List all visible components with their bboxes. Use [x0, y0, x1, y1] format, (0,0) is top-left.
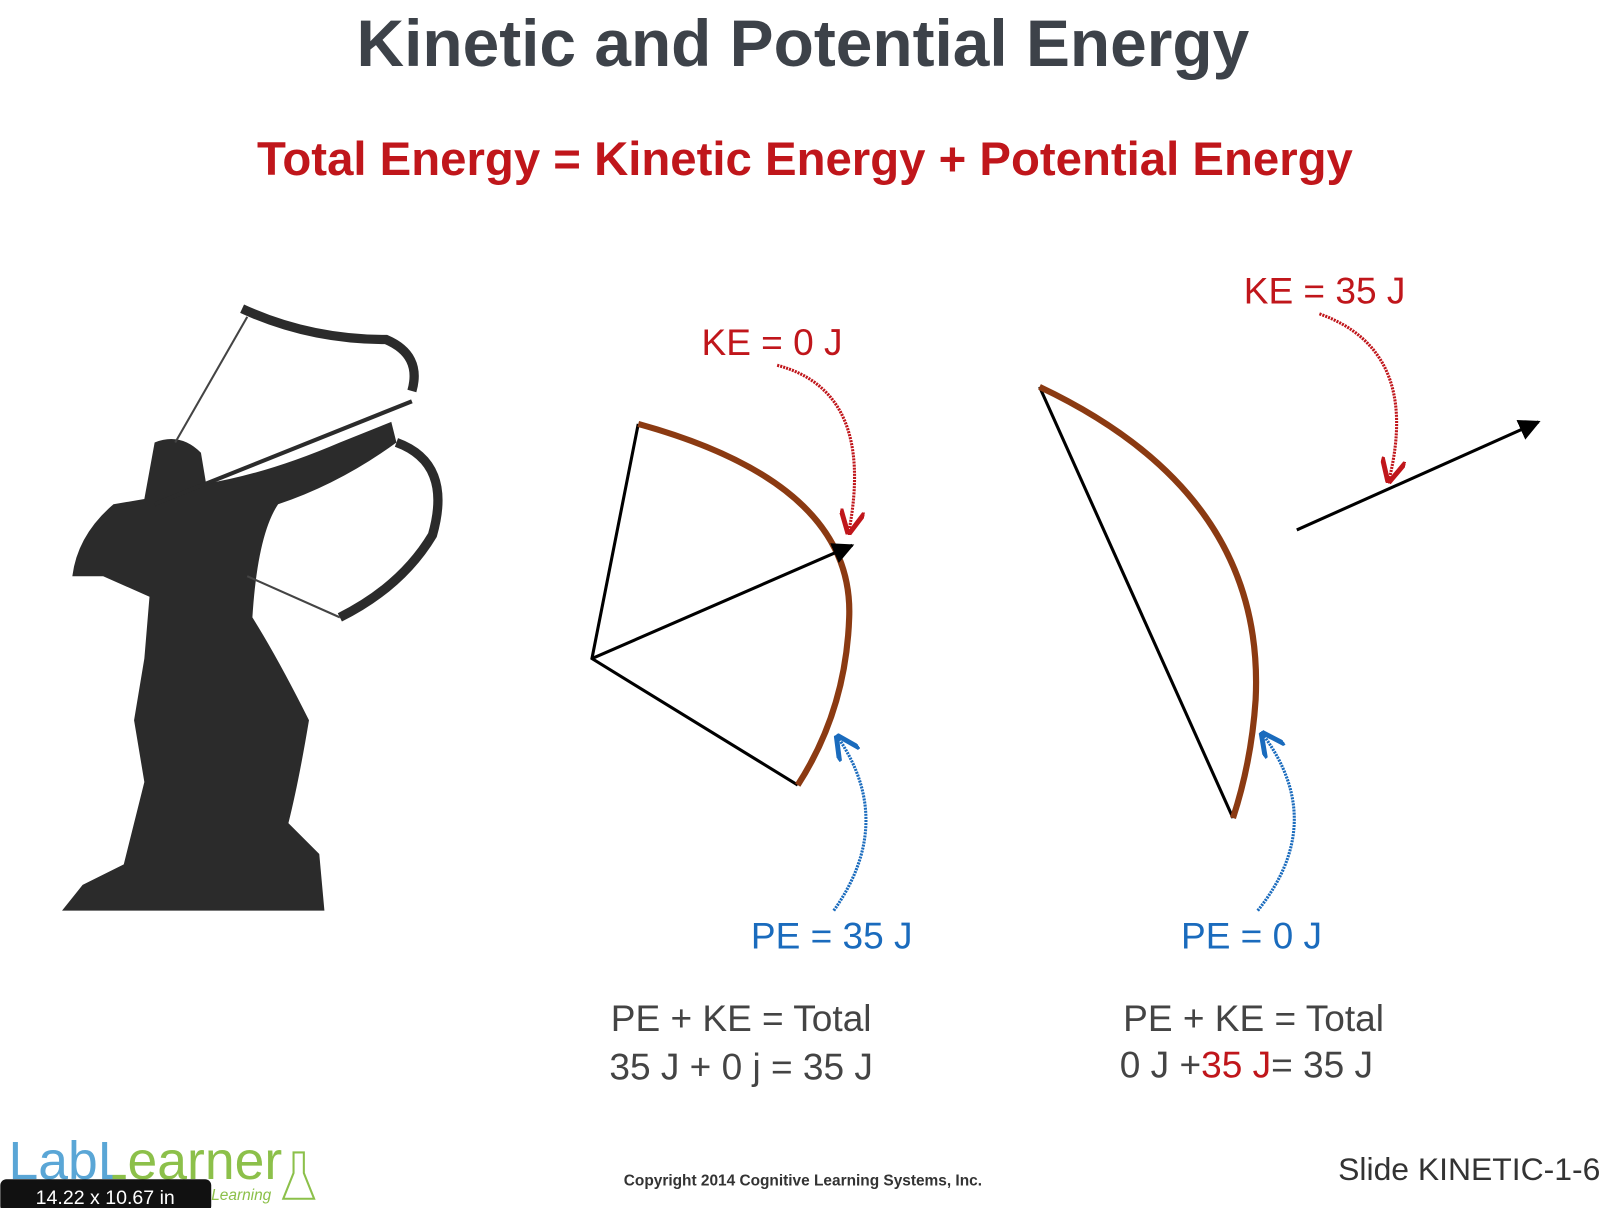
ke-label: KE = 35 J — [1244, 270, 1406, 312]
labels: KE = 0 J PE = 35 J PE + KE = Total 35 J … — [609, 270, 1405, 1088]
pe-label: PE = 35 J — [751, 915, 913, 957]
ke-label: KE = 0 J — [702, 321, 843, 363]
slide-id: Slide KINETIC-1-6 — [1338, 1151, 1600, 1187]
logo-tagline: Learning — [211, 1187, 271, 1204]
size-badge — [0, 1179, 212, 1208]
left-bow — [590, 363, 868, 912]
subtitle: Total Energy = Kinetic Energy + Potentia… — [257, 133, 1354, 186]
right-bow — [1038, 312, 1541, 912]
equation-part: = 35 J — [1271, 1043, 1373, 1085]
footer: LabLearner Learning Copyright 2014 Cogni… — [0, 1132, 1600, 1208]
equation-part: 0 J + — [1120, 1043, 1201, 1085]
archer — [62, 304, 443, 911]
copyright: Copyright 2014 Cognitive Learning System… — [624, 1172, 982, 1189]
size-badge-text: 14.22 x 10.67 in — [36, 1187, 175, 1208]
pe-label: PE = 0 J — [1181, 915, 1322, 957]
equation: 35 J + 0 j = 35 J — [609, 1045, 873, 1087]
equation: PE + KE = Total — [611, 997, 872, 1039]
title: Kinetic and Potential Energy — [357, 6, 1250, 80]
equation: 0 J +35 J= 35 J — [1120, 1043, 1373, 1085]
equation: PE + KE = Total — [1123, 997, 1384, 1039]
equation-part: 35 J — [1201, 1043, 1271, 1085]
